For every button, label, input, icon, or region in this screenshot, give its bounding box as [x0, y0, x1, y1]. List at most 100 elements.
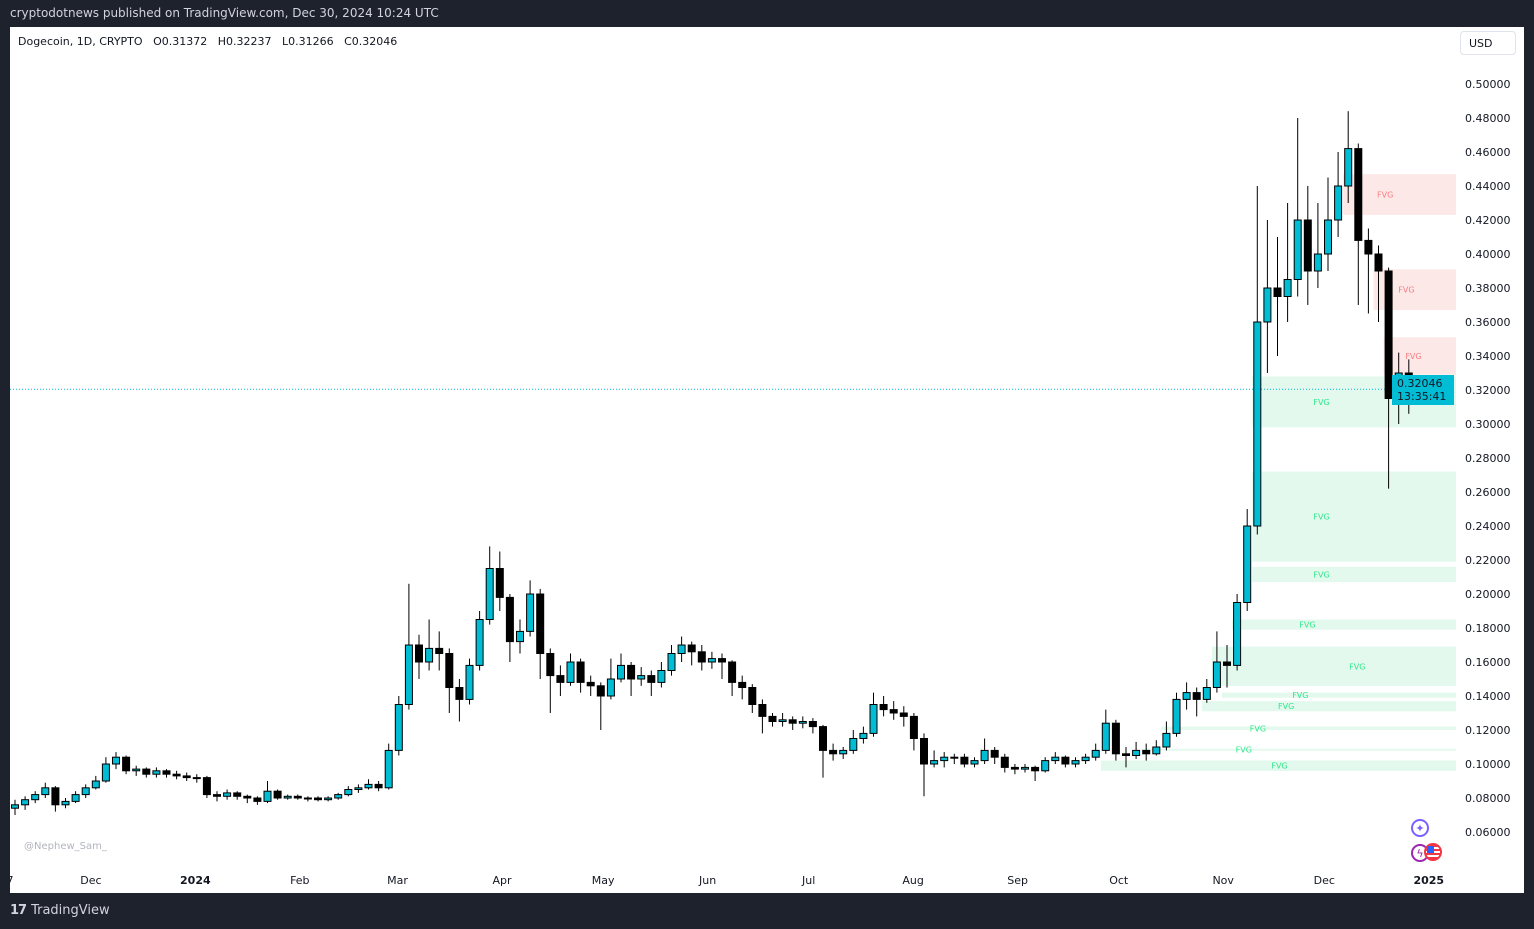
candle-down	[495, 568, 504, 598]
candle-up	[1021, 766, 1029, 770]
candle-down	[505, 596, 514, 643]
candle-down	[253, 797, 262, 802]
x-tick-label: Sep	[1007, 874, 1028, 887]
fvg-zone	[1201, 701, 1456, 712]
fvg-zone	[1252, 566, 1456, 583]
fvg-zone	[1161, 726, 1456, 730]
candle-up	[132, 768, 141, 772]
candle-down	[920, 738, 928, 765]
candle-up	[475, 619, 484, 666]
candle-up	[263, 790, 272, 802]
candle-up	[1152, 746, 1161, 755]
fvg-zone	[1232, 619, 1456, 630]
y-tick-label: 0.32000	[1465, 384, 1511, 397]
y-tick-label: 0.38000	[1465, 282, 1511, 295]
candle-down	[808, 721, 817, 728]
candle-up	[637, 675, 646, 680]
candle-up	[1324, 219, 1332, 255]
candle-down	[687, 644, 696, 653]
fvg-label: FVG	[1349, 662, 1365, 671]
ohlc-open: O0.31372	[153, 35, 208, 48]
candle-up	[324, 797, 333, 801]
candle-up	[1091, 749, 1100, 758]
candle-down	[758, 704, 767, 717]
candle-up	[334, 794, 343, 799]
candle-down	[819, 726, 827, 751]
x-tick-label: 2024	[180, 874, 211, 887]
symbol-name[interactable]: Dogecoin, 1D, CRYPTO	[18, 35, 143, 48]
y-tick-label: 0.48000	[1465, 112, 1511, 125]
fvg-label: FVG	[1313, 398, 1329, 407]
candle-down	[445, 653, 454, 688]
candle-up	[1253, 321, 1262, 527]
y-tick-label: 0.46000	[1465, 146, 1511, 159]
candle-down	[1354, 148, 1363, 241]
y-tick-label: 0.26000	[1465, 486, 1511, 499]
candlestick-chart[interactable]: FVG FVG FVG FVG FVG FVG FVG FVG FVG FVG FVG FVG FVG F…	[10, 27, 1524, 893]
candle-down	[576, 661, 585, 683]
candle-down	[293, 795, 302, 799]
us-flag-icon[interactable]	[1424, 843, 1442, 861]
candle-up	[1051, 756, 1060, 762]
candle-up	[707, 658, 716, 663]
candle-up	[980, 749, 989, 762]
candle-up	[404, 644, 413, 705]
candle-up	[425, 647, 434, 663]
candle-down	[586, 681, 595, 687]
fvg-zone	[1252, 471, 1456, 562]
candle-up	[81, 787, 90, 796]
sparkle-icon[interactable]: ✦	[1411, 819, 1429, 837]
candle-up	[1071, 760, 1080, 765]
candle-up	[1182, 692, 1191, 700]
candle-down	[1122, 753, 1130, 756]
fvg-zone	[1141, 748, 1456, 751]
candle-down	[697, 651, 706, 663]
last-price: 0.32046	[1397, 377, 1443, 390]
fvg-label: FVG	[1299, 621, 1315, 630]
candle-down	[728, 661, 737, 683]
candle-down	[748, 687, 757, 705]
candle-up	[1172, 698, 1181, 734]
candle-down	[960, 756, 969, 765]
chart-area[interactable]: FVG FVG FVG FVG FVG FVG FVG FVG FVG FVG FVG FVG FVG F…	[10, 27, 1524, 893]
x-tick-label: Jul	[801, 874, 815, 887]
candle-up	[61, 800, 70, 806]
candle-up	[384, 749, 393, 789]
candle-up	[950, 756, 959, 759]
candle-down	[1142, 749, 1151, 755]
x-tick-label: May	[592, 874, 615, 887]
candle-up	[303, 797, 312, 800]
candle-down	[51, 787, 60, 806]
candle-up	[1162, 732, 1171, 748]
y-tick-label: 0.44000	[1465, 180, 1511, 193]
x-tick-label: Dec	[80, 874, 101, 887]
y-tick-label: 0.28000	[1465, 452, 1511, 465]
candle-up	[1132, 749, 1141, 757]
candle-up	[677, 644, 686, 654]
publish-info: cryptodotnews published on TradingView.c…	[10, 6, 439, 20]
candle-up	[1041, 760, 1050, 772]
candle-up	[657, 670, 666, 683]
ohlc-high: H0.32237	[217, 35, 272, 48]
candle-up	[1101, 722, 1110, 751]
candle-down	[909, 715, 918, 740]
y-tick-label: 0.50000	[1465, 78, 1511, 91]
x-tick-label: Aug	[902, 874, 923, 887]
author-watermark: @Nephew_Sam_	[24, 841, 107, 852]
candle-up	[617, 664, 625, 680]
candle-up	[223, 792, 232, 797]
candle-down	[202, 777, 211, 796]
candle-down	[142, 768, 151, 775]
candle-down	[990, 749, 999, 758]
symbol-legend: Dogecoin, 1D, CRYPTO O0.31372 H0.32237 L…	[18, 35, 404, 48]
candle-down	[718, 658, 726, 663]
currency-button[interactable]: USD	[1460, 31, 1516, 55]
candle-down	[546, 653, 555, 677]
x-tick-label: Oct	[1109, 874, 1129, 887]
candle-down	[172, 773, 181, 777]
candle-up	[1313, 253, 1322, 272]
x-tick-label: Apr	[493, 874, 513, 887]
candle-up	[465, 664, 474, 700]
candle-down	[1384, 270, 1393, 399]
x-tick-label: Mar	[387, 874, 408, 887]
